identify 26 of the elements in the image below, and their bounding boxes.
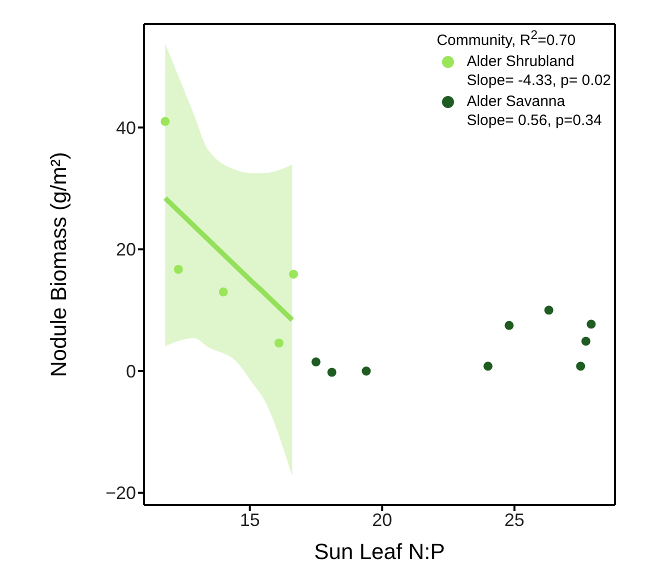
point <box>576 362 586 371</box>
y-tick-label: 0 <box>126 361 136 382</box>
x-tick-label: 15 <box>240 510 260 530</box>
x-tick-label: 20 <box>372 510 392 530</box>
x-axis-title: Sun Leaf N:P <box>314 539 445 564</box>
point <box>544 306 554 315</box>
point <box>586 320 596 329</box>
point <box>504 320 514 330</box>
point <box>218 287 228 296</box>
point <box>327 368 336 377</box>
legend-label: Alder Savanna Slope= 0.56, p=0.34 <box>466 92 602 130</box>
y-tick-label: 40 <box>116 118 136 138</box>
point <box>174 264 183 274</box>
point <box>160 116 170 126</box>
point <box>311 357 321 366</box>
point <box>274 338 284 348</box>
point <box>483 362 493 371</box>
y-tick-label: −20 <box>105 483 136 504</box>
legend-label: Alder Shrubland Slope= -4.33, p= 0.02 <box>466 52 611 90</box>
y-axis-title: Nodule Biomass (g/m²) <box>46 152 71 377</box>
x-tick-label: 25 <box>504 510 524 530</box>
legend-title: Community, R$^{2}$=0.70 <box>436 27 577 50</box>
point <box>288 270 298 279</box>
y-tick-label: 20 <box>116 240 136 260</box>
point <box>362 366 371 376</box>
point <box>581 336 590 346</box>
